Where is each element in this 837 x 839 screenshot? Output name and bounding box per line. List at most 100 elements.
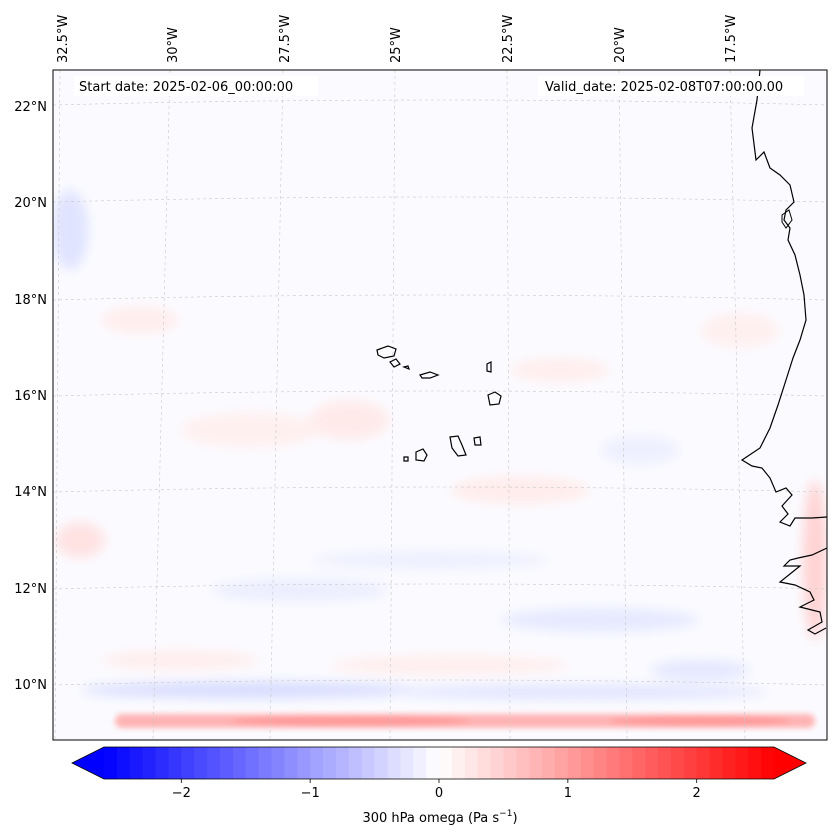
colorbar-label: 300 hPa omega (Pa s−1) [362,809,517,826]
colorbar-cell [207,747,221,779]
omega-patch [100,650,260,670]
southern-band [115,714,815,728]
colorbar-cell [748,747,762,779]
omega-patch [803,480,827,640]
colorbar-cell [194,747,208,779]
lon-label: 27.5°W [278,15,293,63]
parallel [53,390,827,397]
colorbar-cell [477,747,492,779]
colorbar-cell [516,747,530,779]
colorbar-cell [529,747,543,779]
colorbar-cell [361,747,376,779]
lat-label: 18°N [14,293,47,308]
graticule [53,70,827,740]
island-boa-vista [487,391,502,406]
map-panel [53,70,827,740]
colorbar-cell [129,747,144,779]
longitude-labels: 32.5°W 30°W 27.5°W 25°W 22.5°W 20°W 17.5… [56,15,739,63]
latitude-labels: 22°N 20°N 18°N 16°N 14°N 12°N 10°N [14,100,47,693]
omega-band-core [230,716,470,726]
omega-patch [330,655,570,675]
lat-label: 16°N [14,389,47,404]
omega-patch [310,400,390,440]
omega-patch [700,312,780,348]
colorbar-cell [567,747,582,779]
colorbar-cell [735,747,749,779]
omega-patch [80,682,420,698]
lat-label: 22°N [14,100,47,115]
colorbar-cell [335,747,350,779]
island-santo-antao [376,345,397,359]
africa-coastline [740,70,827,527]
colorbar-ticks: −2 −1 0 1 2 [172,779,701,801]
colorbar-cell [645,747,659,779]
colorbar-cell [464,747,479,779]
meridian [54,70,61,740]
parallel [53,583,827,590]
colorbar-cell [232,747,247,779]
colorbar-cell [374,747,389,779]
parallel [53,486,827,493]
valid-date-label: Valid_date: 2025-02-08T07:00:00.00 [545,80,783,95]
colorbar-cell [490,747,505,779]
omega-patch [53,190,88,270]
lon-label: 22.5°W [501,15,516,63]
colorbar-cell [709,747,724,779]
meridian [506,70,511,740]
meridian [269,70,284,740]
island-sao-nicolau [419,371,440,379]
colorbar-cell [284,747,298,779]
colorbar-cell [606,747,620,779]
map-frame [52,69,828,741]
colorbar-tick-label: 2 [693,786,701,801]
africa-coastline-south [778,547,827,635]
colorbar-label-exponent: −1 [499,809,512,819]
colorbar-cell [580,747,595,779]
colorbar-cell [426,747,440,779]
omega-patch [600,435,680,465]
colorbar-extend-low [72,747,105,779]
colorbar-tick-label: −2 [172,786,191,801]
colorbar-cell [503,747,517,779]
colorbar-outline [71,746,807,780]
lat-label: 12°N [14,582,47,597]
colorbar-cell [619,747,633,779]
omega-patch [180,412,320,448]
island-santa-luzia [402,365,410,371]
omega-patch [310,550,550,570]
island-santiago [449,435,467,457]
colorbar-extend-high [773,747,806,779]
omega-patch [210,578,390,602]
colorbar-label-close: ) [512,811,517,826]
colorbar-cell [116,747,131,779]
colorbar-cell [168,747,182,779]
colorbar-cell [632,747,646,779]
lon-label: 30°W [166,27,181,63]
colorbar-cell [400,747,414,779]
colorbar-cell [104,747,118,779]
lat-label: 14°N [14,485,47,500]
colorbar-tick-label: 1 [564,786,572,801]
colorbar-cell [439,747,453,779]
colorbar-cell [155,747,170,779]
colorbar-cell [761,747,775,779]
colorbar-tick-label: −1 [301,786,320,801]
parallel [53,99,827,106]
lon-label: 32.5°W [56,15,71,63]
start-date-label: Start date: 2025-02-06_00:00:00 [79,80,293,95]
lat-label: 10°N [14,678,47,693]
colorbar-cell [271,747,285,779]
colorbar-cell [258,747,273,779]
colorbar-cell [323,747,337,779]
omega-patch [100,306,180,334]
meridian [729,70,746,740]
lon-label: 17.5°W [724,15,739,63]
island-maio [473,436,482,446]
colorbar-cell [542,747,556,779]
colorbar-cell [245,747,260,779]
island-brava [403,456,409,462]
omega-field [53,190,827,699]
colorbar-cell [683,747,698,779]
omega-patch [500,608,700,632]
